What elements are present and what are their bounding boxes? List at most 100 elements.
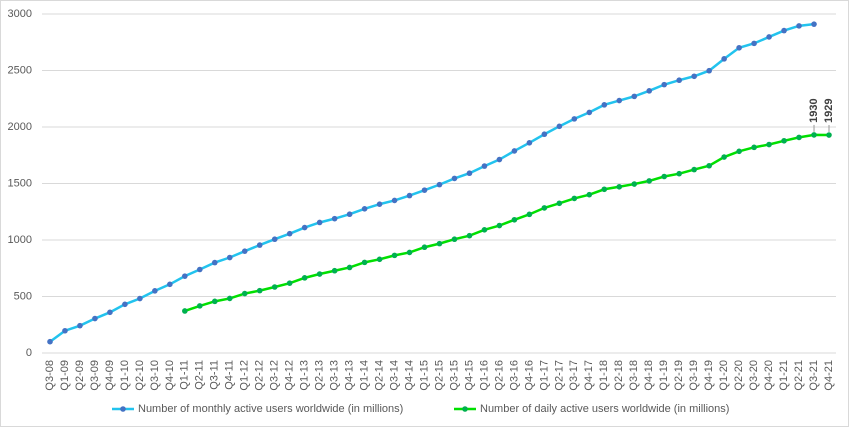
data-point xyxy=(77,322,83,329)
x-tick-label: Q1-09 xyxy=(59,360,71,391)
x-tick-label: Q4-10 xyxy=(164,360,176,391)
data-point xyxy=(496,156,503,163)
x-tick-label: Q2-19 xyxy=(673,360,685,391)
data-point xyxy=(586,191,593,198)
x-tick-label: Q2-09 xyxy=(74,360,86,391)
data-point xyxy=(62,327,68,334)
x-tick-label: Q4-15 xyxy=(463,360,475,391)
data-point xyxy=(226,254,233,261)
data-point xyxy=(796,23,802,29)
data-point xyxy=(406,249,413,256)
data-point xyxy=(706,67,712,74)
y-tick-label: 1500 xyxy=(8,177,32,189)
x-tick-label: Q3-19 xyxy=(688,360,700,391)
data-point xyxy=(736,44,742,51)
data-point xyxy=(691,73,697,80)
data-point xyxy=(436,240,443,247)
data-point xyxy=(661,81,668,88)
x-tick-label: Q3-09 xyxy=(89,360,101,391)
data-point xyxy=(107,309,113,316)
data-point xyxy=(197,266,203,273)
data-point xyxy=(451,236,458,243)
x-tick-label: Q4-18 xyxy=(643,360,655,391)
data-point xyxy=(331,267,338,274)
x-tick-label: Q1-14 xyxy=(359,360,371,391)
x-tick-label: Q2-16 xyxy=(493,360,505,391)
data-point xyxy=(346,211,353,218)
data-point xyxy=(676,170,682,177)
data-point xyxy=(406,192,413,199)
x-tick-label: Q3-17 xyxy=(568,360,580,391)
data-point xyxy=(152,288,158,294)
x-tick-label: Q4-17 xyxy=(583,360,595,391)
y-tick-label: 1000 xyxy=(8,234,32,246)
data-point xyxy=(631,181,638,187)
x-tick-label: Q2-18 xyxy=(613,360,625,391)
data-point xyxy=(361,259,368,266)
legend-marker xyxy=(120,406,126,412)
data-point xyxy=(511,216,518,223)
x-tick-label: Q1-17 xyxy=(538,360,550,391)
data-point xyxy=(631,93,638,100)
data-point xyxy=(331,215,338,222)
x-tick-label: Q2-20 xyxy=(733,360,745,391)
data-point xyxy=(361,206,368,212)
data-point xyxy=(721,56,727,62)
data-point xyxy=(301,275,308,281)
y-tick-label: 2000 xyxy=(8,121,32,133)
y-tick-label: 500 xyxy=(14,290,32,302)
data-point xyxy=(47,338,53,345)
data-point xyxy=(391,197,398,204)
data-point xyxy=(466,232,473,239)
data-point xyxy=(646,88,653,94)
x-tick-label: Q1-12 xyxy=(239,360,251,391)
x-tick-label: Q4-11 xyxy=(224,360,236,390)
x-tick-label: Q4-19 xyxy=(703,360,715,391)
data-point xyxy=(391,252,398,259)
data-point xyxy=(556,123,563,130)
x-tick-label: Q2-11 xyxy=(194,360,206,390)
x-tick-label: Q3-20 xyxy=(748,360,760,391)
x-tick-label: Q3-12 xyxy=(269,360,281,391)
series-line xyxy=(49,22,815,343)
x-tick-label: Q1-21 xyxy=(778,360,790,391)
data-point xyxy=(421,187,428,193)
data-point xyxy=(316,219,323,226)
data-point xyxy=(691,166,697,173)
x-tick-label: Q1-15 xyxy=(418,360,430,391)
data-point xyxy=(796,134,802,141)
data-point xyxy=(826,132,832,138)
data-point xyxy=(586,109,593,116)
x-tick-label: Q3-21 xyxy=(808,360,820,391)
data-point xyxy=(481,163,488,169)
x-tick-label: Q3-08 xyxy=(44,360,56,391)
data-point xyxy=(197,303,203,309)
data-point xyxy=(256,287,263,294)
data-point xyxy=(182,308,188,314)
x-tick-label: Q3-10 xyxy=(149,360,161,391)
legend-label: Number of monthly active users worldwide… xyxy=(138,403,403,415)
x-tick-label: Q3-15 xyxy=(448,360,460,391)
data-point xyxy=(346,264,353,271)
data-point xyxy=(661,173,668,180)
x-tick-label: Q4-20 xyxy=(763,360,775,391)
data-point xyxy=(167,281,173,288)
data-point xyxy=(481,227,488,233)
x-tick-label: Q2-13 xyxy=(314,360,326,391)
data-point xyxy=(137,295,143,302)
data-label: 1929 xyxy=(823,99,835,123)
x-tick-label: Q2-10 xyxy=(134,360,146,391)
data-point xyxy=(496,222,503,229)
data-point xyxy=(122,301,128,308)
data-point xyxy=(736,148,742,155)
x-tick-label: Q4-14 xyxy=(403,360,415,391)
x-tick-label: Q4-09 xyxy=(104,360,116,391)
data-point xyxy=(571,116,578,122)
data-point xyxy=(271,236,278,243)
data-label: 1930 xyxy=(808,98,820,122)
data-point xyxy=(811,132,817,138)
data-point xyxy=(286,280,293,286)
data-point xyxy=(541,205,548,211)
legend-marker xyxy=(462,406,468,412)
data-point xyxy=(226,295,233,302)
